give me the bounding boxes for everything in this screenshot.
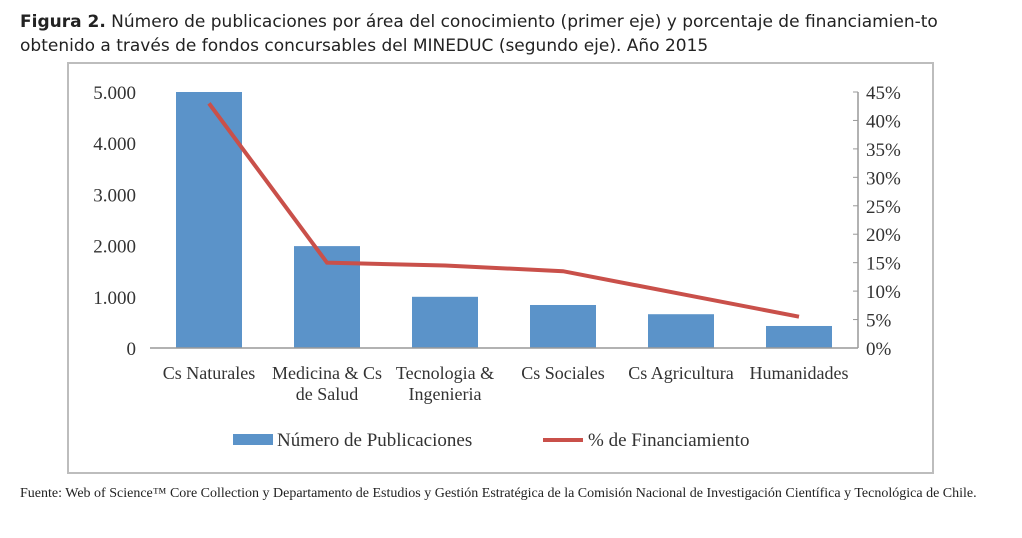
left-tick-label: 1.000: [93, 288, 136, 309]
figure-caption: Figura 2. Número de publicaciones por ár…: [20, 10, 1010, 58]
right-tick-label: 35%: [866, 140, 901, 161]
figure-label: Figura 2.: [20, 12, 106, 32]
left-tick-label: 2.000: [93, 237, 136, 258]
category-label: Ingenieria: [409, 384, 482, 404]
category-label: Medicina & Cs: [272, 363, 382, 383]
legend-label-line: % de Financiamiento: [588, 430, 749, 451]
category-label: Cs Agricultura: [628, 363, 734, 383]
figure-caption-text: Número de publicaciones por área del con…: [20, 12, 938, 56]
category-label: Cs Sociales: [521, 363, 605, 383]
right-tick-label: 20%: [866, 225, 901, 246]
category-label: Cs Naturales: [163, 363, 255, 383]
left-tick-label: 0: [127, 339, 137, 360]
right-tick-label: 30%: [866, 168, 901, 189]
bar: [176, 92, 242, 348]
bar: [412, 296, 478, 348]
legend-label-bars: Número de Publicaciones: [277, 430, 472, 451]
right-tick-label: 15%: [866, 254, 901, 275]
right-tick-label: 5%: [866, 311, 892, 332]
right-tick-label: 25%: [866, 197, 901, 218]
right-tick-label: 45%: [866, 83, 901, 104]
category-label: Humanidades: [750, 363, 849, 383]
right-tick-label: 10%: [866, 282, 901, 303]
legend-bar-swatch: [233, 434, 273, 445]
bar: [530, 304, 596, 348]
category-label: Tecnologia &: [396, 363, 494, 383]
bar: [648, 314, 714, 348]
left-tick-label: 4.000: [93, 134, 136, 155]
right-tick-label: 40%: [866, 111, 901, 132]
left-tick-label: 5.000: [93, 83, 136, 104]
bar: [766, 325, 832, 348]
left-tick-label: 3.000: [93, 185, 136, 206]
source-note: Fuente: Web of Science™ Core Collection …: [20, 486, 977, 501]
right-tick-label: 0%: [866, 339, 892, 360]
category-label: de Salud: [296, 384, 359, 404]
chart-frame: [67, 62, 934, 474]
financing-line: [207, 102, 800, 319]
